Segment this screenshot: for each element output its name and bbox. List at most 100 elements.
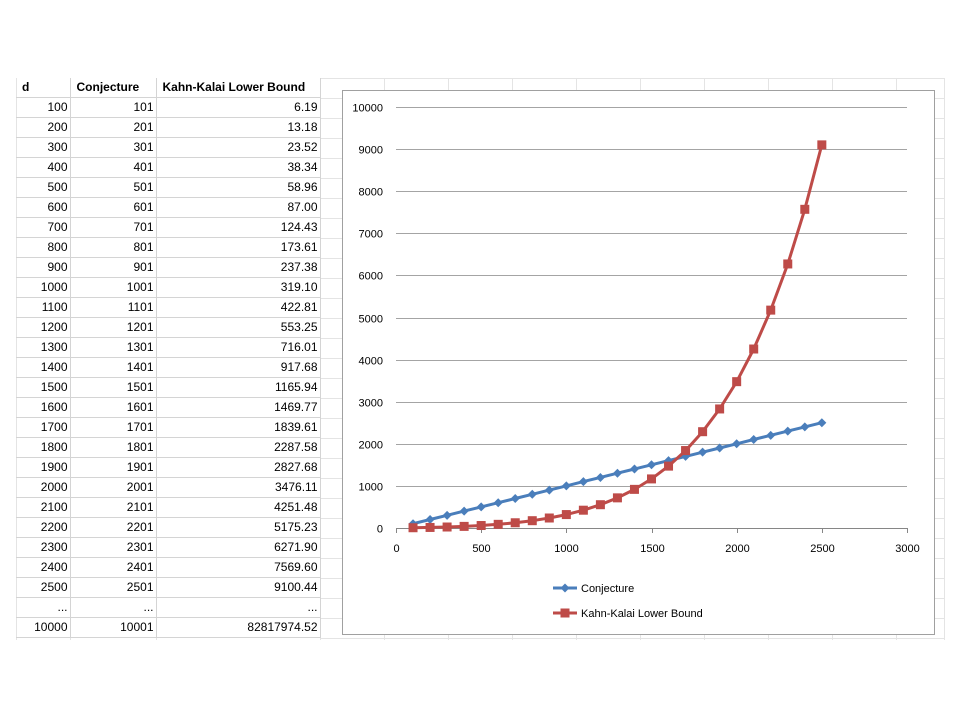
table-cell[interactable]: 2300 <box>16 537 71 558</box>
table-cell[interactable]: 13.18 <box>156 117 321 138</box>
table-cell[interactable]: 301 <box>70 137 157 158</box>
data-point[interactable] <box>749 435 759 445</box>
column-header[interactable]: d <box>16 78 71 98</box>
table-cell[interactable]: 1601 <box>70 397 157 418</box>
data-point[interactable] <box>493 498 503 508</box>
table-cell[interactable]: 500 <box>16 177 71 198</box>
table-cell[interactable]: 2500 <box>16 577 71 598</box>
table-cell[interactable]: 237.38 <box>156 257 321 278</box>
table-cell[interactable]: 1101 <box>70 297 157 318</box>
data-point[interactable] <box>681 446 691 456</box>
table-cell[interactable]: 1300 <box>16 337 71 358</box>
table-cell[interactable]: 6.19 <box>156 97 321 118</box>
data-point[interactable] <box>698 447 708 457</box>
table-cell[interactable]: 1901 <box>70 457 157 478</box>
table-cell[interactable]: 2287.58 <box>156 437 321 458</box>
data-point[interactable] <box>664 461 674 471</box>
data-point[interactable] <box>459 521 469 531</box>
data-point[interactable] <box>715 404 725 414</box>
data-point[interactable] <box>749 344 759 354</box>
table-cell[interactable]: 2201 <box>70 517 157 538</box>
table-cell[interactable]: 201 <box>70 117 157 138</box>
table-cell[interactable]: 10001 <box>70 617 157 638</box>
table-cell[interactable]: 1400 <box>16 357 71 378</box>
table-cell[interactable]: 1701 <box>70 417 157 438</box>
table-cell[interactable]: 87.00 <box>156 197 321 218</box>
table-cell[interactable]: 58.96 <box>156 177 321 198</box>
data-point[interactable] <box>442 510 452 520</box>
table-cell[interactable]: 1469.77 <box>156 397 321 418</box>
table-cell[interactable]: 501 <box>70 177 157 198</box>
column-header[interactable]: Kahn-Kalai Lower Bound <box>156 78 321 98</box>
table-cell[interactable]: 401 <box>70 157 157 178</box>
data-point[interactable] <box>425 522 435 532</box>
data-point[interactable] <box>629 484 639 494</box>
table-cell[interactable]: 422.81 <box>156 297 321 318</box>
table-cell[interactable]: 917.68 <box>156 357 321 378</box>
table-cell[interactable]: 6271.90 <box>156 537 321 558</box>
table-cell[interactable]: 700 <box>16 217 71 238</box>
data-point[interactable] <box>561 510 571 520</box>
data-point[interactable] <box>783 426 793 436</box>
data-point[interactable] <box>408 523 418 533</box>
data-point[interactable] <box>561 481 571 491</box>
data-point[interactable] <box>715 443 725 453</box>
table-cell[interactable]: 23.52 <box>156 137 321 158</box>
data-point[interactable] <box>783 259 793 269</box>
data-point[interactable] <box>732 439 742 449</box>
table-cell[interactable]: 2101 <box>70 497 157 518</box>
data-point[interactable] <box>647 474 656 484</box>
table-cell[interactable]: 1700 <box>16 417 71 438</box>
data-point[interactable] <box>425 515 435 525</box>
chart-area[interactable]: 0 1000 2000 3000 4000 5000 6000 7000 8000 9000 100… <box>342 90 935 635</box>
table-cell[interactable]: 5175.23 <box>156 517 321 538</box>
table-cell[interactable]: 1301 <box>70 337 157 358</box>
table-cell[interactable]: ... <box>156 597 321 618</box>
data-point[interactable] <box>766 430 776 440</box>
table-cell[interactable]: 173.61 <box>156 237 321 258</box>
data-point[interactable] <box>817 140 827 150</box>
data-point[interactable] <box>578 477 588 487</box>
table-cell[interactable]: 1839.61 <box>156 417 321 438</box>
table-cell[interactable]: 1801 <box>70 437 157 458</box>
table-cell[interactable]: 101 <box>70 97 157 118</box>
table-cell[interactable]: 38.34 <box>156 157 321 178</box>
table-cell[interactable]: 3476.11 <box>156 477 321 498</box>
data-point[interactable] <box>493 519 503 529</box>
table-cell[interactable]: 82817974.52 <box>156 617 321 638</box>
table-cell[interactable]: 9100.44 <box>156 577 321 598</box>
table-cell[interactable]: 7569.60 <box>156 557 321 578</box>
data-point[interactable] <box>647 460 656 470</box>
data-point[interactable] <box>732 377 742 387</box>
table-cell[interactable]: 10000 <box>16 617 71 638</box>
table-cell[interactable]: 2501 <box>70 577 157 598</box>
data-point[interactable] <box>442 522 452 532</box>
table-cell[interactable]: 124.43 <box>156 217 321 238</box>
table-cell[interactable]: 2401 <box>70 557 157 578</box>
table-cell[interactable]: 200 <box>16 117 71 138</box>
table-cell[interactable]: 1000 <box>16 277 71 298</box>
table-cell[interactable]: 4251.48 <box>156 497 321 518</box>
table-cell[interactable]: 2827.68 <box>156 457 321 478</box>
table-cell[interactable]: 553.25 <box>156 317 321 338</box>
data-point[interactable] <box>476 502 486 512</box>
table-cell[interactable]: 800 <box>16 237 71 258</box>
table-cell[interactable]: 2100 <box>16 497 71 518</box>
table-cell[interactable]: 2200 <box>16 517 71 538</box>
data-point[interactable] <box>510 518 520 528</box>
data-point[interactable] <box>800 422 810 432</box>
data-point[interactable] <box>510 493 520 503</box>
data-point[interactable] <box>459 506 469 516</box>
table-cell[interactable]: 1200 <box>16 317 71 338</box>
table-cell[interactable]: 1001 <box>70 277 157 298</box>
table-cell[interactable]: 1401 <box>70 357 157 378</box>
table-cell[interactable]: 1600 <box>16 397 71 418</box>
data-point[interactable] <box>612 468 622 478</box>
table-cell[interactable]: 600 <box>16 197 71 218</box>
data-point[interactable] <box>544 513 554 523</box>
table-cell[interactable]: 1800 <box>16 437 71 458</box>
table-cell[interactable]: 100 <box>16 97 71 118</box>
table-cell[interactable]: 601 <box>70 197 157 218</box>
data-point[interactable] <box>629 464 639 474</box>
table-cell[interactable]: ... <box>16 597 71 618</box>
